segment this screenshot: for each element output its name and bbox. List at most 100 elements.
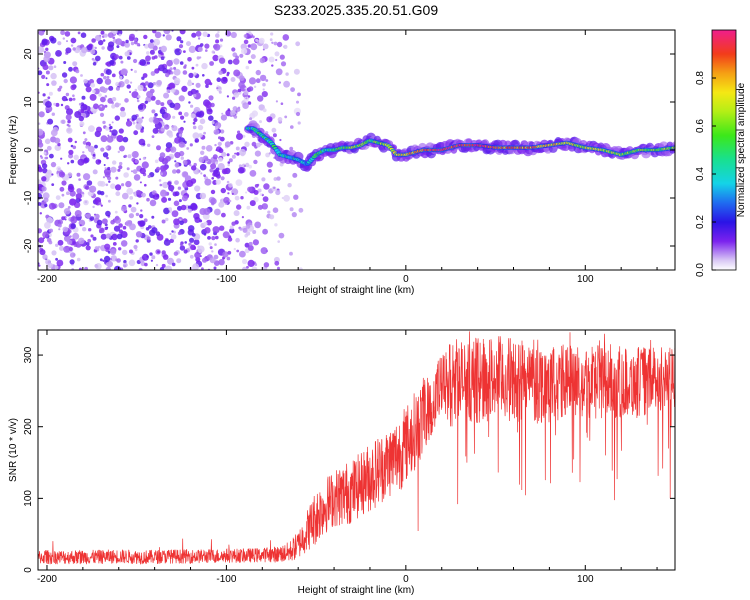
- noise-speck: [159, 152, 166, 158]
- noise-speck: [69, 259, 75, 265]
- noise-speck: [222, 257, 225, 260]
- noise-speck: [105, 263, 109, 266]
- noise-speck: [228, 183, 233, 188]
- noise-speck: [60, 30, 65, 36]
- noise-speck: [162, 254, 169, 260]
- noise-speck: [213, 266, 217, 270]
- noise-speck: [209, 168, 214, 173]
- noise-speck: [38, 237, 45, 244]
- noise-speck: [204, 178, 212, 186]
- noise-speck: [159, 108, 166, 115]
- noise-speck: [38, 179, 41, 185]
- noise-speck: [126, 84, 131, 89]
- noise-speck: [98, 159, 102, 163]
- noise-speck: [187, 57, 192, 62]
- noise-speck: [182, 70, 188, 75]
- noise-speck: [149, 49, 155, 55]
- noise-speck: [184, 64, 187, 67]
- noise-speck: [247, 259, 255, 267]
- noise-speck: [262, 108, 267, 113]
- noise-speck: [168, 133, 174, 138]
- noise-speck: [180, 115, 185, 120]
- noise-speck: [88, 228, 92, 232]
- noise-speck: [146, 51, 150, 55]
- snr-axes: -200 -100 0 100 0 100 200 300: [23, 330, 675, 585]
- noise-speck: [57, 142, 61, 147]
- noise-speck: [158, 179, 162, 182]
- noise-speck: [287, 183, 292, 188]
- noise-speck: [171, 210, 179, 218]
- noise-speck: [128, 259, 136, 267]
- noise-speck: [245, 65, 250, 70]
- noise-speck: [253, 85, 257, 89]
- noise-speck: [51, 183, 55, 187]
- noise-speck: [133, 244, 138, 250]
- noise-speck: [159, 183, 163, 187]
- noise-speck: [263, 183, 270, 190]
- noise-speck: [167, 181, 172, 186]
- noise-speck: [151, 215, 155, 219]
- noise-speck: [180, 156, 184, 160]
- noise-speck: [239, 250, 246, 258]
- noise-speck: [248, 164, 252, 169]
- noise-speck: [98, 39, 104, 46]
- noise-speck: [63, 208, 71, 215]
- noise-speck: [120, 68, 128, 76]
- noise-speck: [38, 142, 44, 148]
- noise-speck: [179, 61, 184, 65]
- noise-speck: [66, 127, 73, 134]
- noise-speck: [248, 77, 257, 85]
- noise-speck: [129, 249, 133, 254]
- noise-speck: [115, 176, 119, 180]
- noise-speck: [143, 34, 148, 40]
- noise-speck: [50, 72, 57, 80]
- noise-speck: [275, 189, 281, 196]
- noise-speck: [70, 44, 74, 47]
- noise-speck: [118, 103, 122, 106]
- noise-speck: [246, 205, 251, 210]
- noise-speck: [187, 90, 193, 96]
- noise-speck: [87, 145, 95, 153]
- noise-speck: [118, 81, 125, 88]
- snr-plot: -200 -100 0 100 0 100 200 300 Height of straigh…: [8, 329, 676, 596]
- noise-speck: [245, 191, 248, 194]
- noise-speck: [220, 114, 227, 121]
- noise-speck: [69, 235, 72, 238]
- noise-speck: [257, 204, 263, 210]
- noise-speck: [104, 95, 108, 98]
- noise-speck: [116, 45, 120, 49]
- noise-speck: [155, 263, 159, 267]
- noise-speck: [290, 125, 294, 129]
- noise-speck: [113, 225, 121, 232]
- noise-speck: [129, 33, 135, 40]
- colorbar-frame: [711, 29, 737, 271]
- noise-speck: [216, 87, 219, 90]
- noise-speck: [174, 180, 179, 186]
- noise-speck: [58, 228, 61, 231]
- noise-speck: [171, 230, 174, 233]
- noise-speck: [230, 109, 236, 116]
- noise-speck: [136, 121, 139, 124]
- noise-speck: [204, 101, 212, 109]
- noise-speck: [41, 176, 47, 182]
- noise-speck: [211, 236, 216, 241]
- noise-speck: [126, 56, 131, 60]
- noise-speck: [278, 81, 281, 84]
- noise-speck: [212, 54, 219, 62]
- noise-speck: [263, 262, 270, 268]
- noise-speck: [248, 241, 253, 246]
- noise-speck: [193, 93, 197, 98]
- noise-speck: [74, 140, 78, 144]
- noise-speck: [194, 251, 201, 259]
- noise-speck: [250, 54, 256, 60]
- noise-speck: [122, 225, 127, 230]
- noise-speck: [68, 153, 74, 159]
- noise-speck: [235, 146, 240, 151]
- noise-speck: [191, 165, 197, 171]
- noise-speck: [59, 186, 65, 192]
- noise-speck: [249, 117, 253, 121]
- noise-speck: [227, 250, 232, 255]
- noise-speck: [72, 145, 77, 150]
- noise-speck: [124, 51, 130, 57]
- noise-speck: [74, 111, 82, 118]
